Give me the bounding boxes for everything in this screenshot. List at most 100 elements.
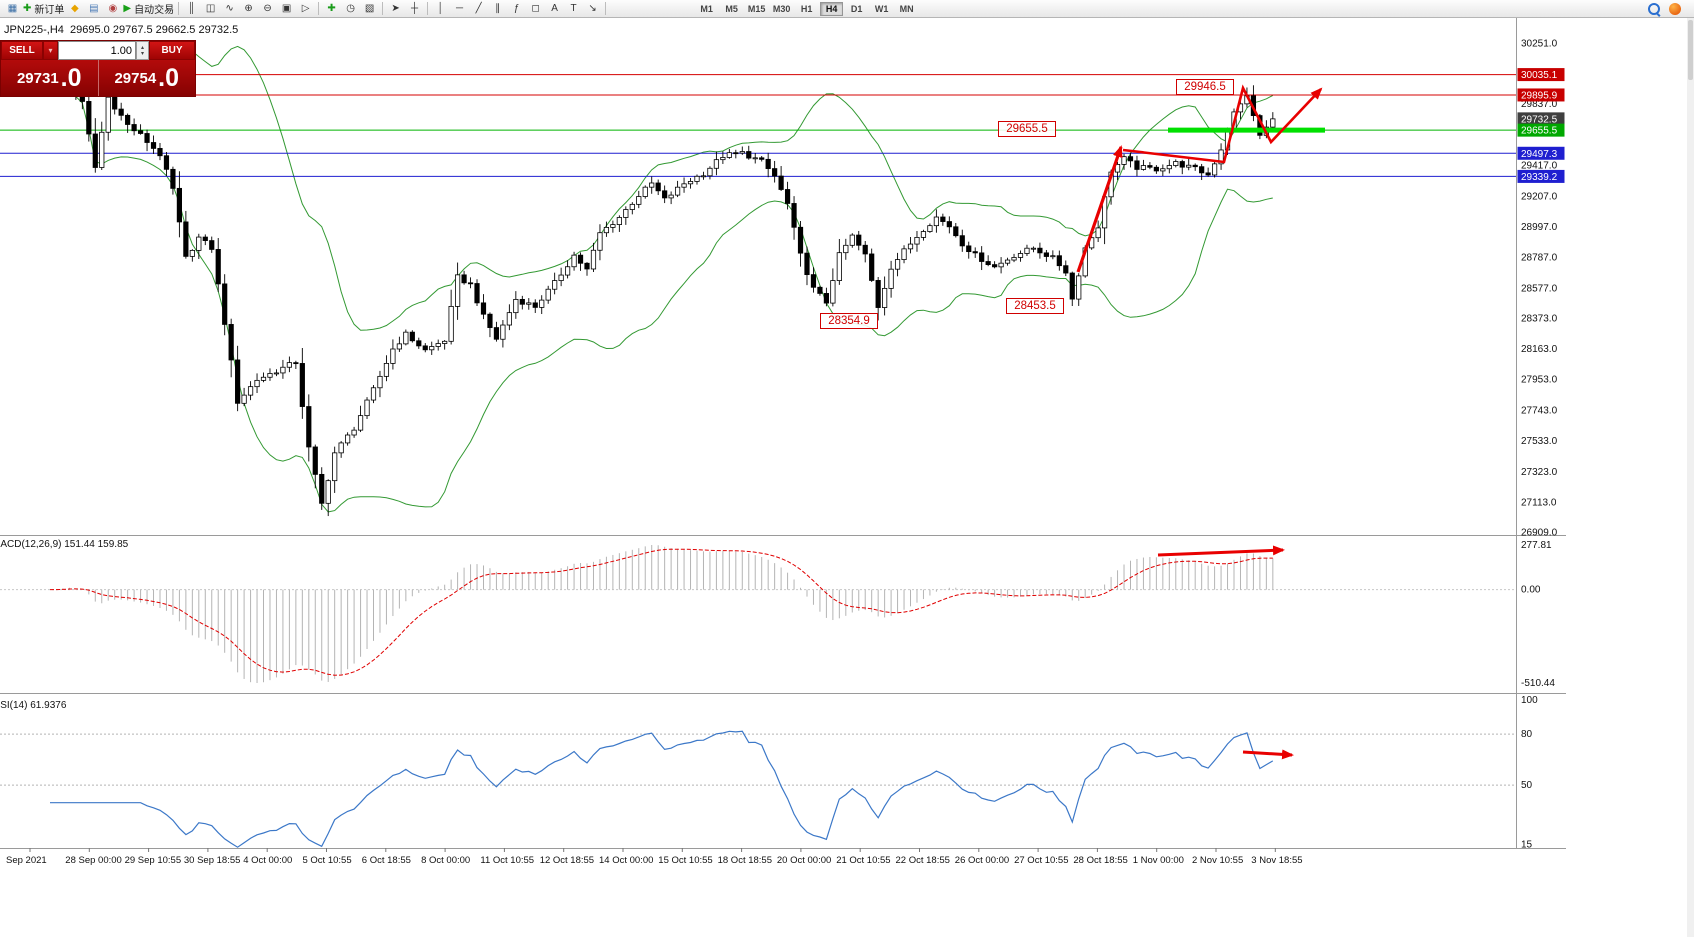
timeframe-group: M1 M5 M15 M30 H1 H4 D1 W1 MN xyxy=(694,1,919,16)
terminal-button[interactable]: ◉ xyxy=(108,3,118,14)
tile-windows-button[interactable]: ▣ xyxy=(281,3,292,14)
timeframe-m30-button[interactable]: M30 xyxy=(772,3,791,14)
toolbar-left-group: ▦ ✚ 新订单 ◆ ▤ ◉ ▶ 自动交易 ║ ◫ ∿ ⊕ ⊖ ▣ ▷ ✚ ◷ ▧ ➤ ┼ │ ─ ╱ ∥ ƒ ◻ A T ↘ xyxy=(3,1,609,16)
scrollbar-thumb[interactable] xyxy=(1688,20,1693,80)
chart-shift-button[interactable]: ▷ xyxy=(301,3,310,14)
timeframe-m5-button[interactable]: M5 xyxy=(725,3,738,14)
svg-text:27323.0: 27323.0 xyxy=(1521,467,1558,478)
periods-button[interactable]: ◷ xyxy=(346,3,355,14)
buy-price[interactable]: 29754 .0 xyxy=(97,60,195,96)
volume-spinner[interactable]: ▴ ▾ xyxy=(136,41,149,60)
shapes-button[interactable]: ◻ xyxy=(531,3,540,14)
trendline-button[interactable]: ╱ xyxy=(475,3,482,14)
svg-text:4 Oct 00:00: 4 Oct 00:00 xyxy=(243,855,292,866)
trade-panel-price-row: 29731 .0 29754 .0 xyxy=(1,60,195,96)
svg-text:28577.0: 28577.0 xyxy=(1521,283,1558,294)
svg-text:29732.5: 29732.5 xyxy=(1521,114,1558,125)
zoom-in-button[interactable]: ⊕ xyxy=(244,3,253,14)
notification-icon[interactable] xyxy=(1669,2,1681,15)
svg-text:26 Oct 00:00: 26 Oct 00:00 xyxy=(955,855,1009,866)
svg-text:28 Oct 18:55: 28 Oct 18:55 xyxy=(1073,855,1127,866)
spinner-up-icon[interactable]: ▴ xyxy=(140,44,144,51)
fibonacci-button[interactable]: ƒ xyxy=(513,3,520,14)
horizontal-line-button[interactable]: ─ xyxy=(456,3,464,14)
svg-text:29 Sep 10:55: 29 Sep 10:55 xyxy=(125,855,182,866)
rsi-line xyxy=(50,730,1274,848)
volume-dropdown-arrow-icon[interactable]: ▾ xyxy=(43,41,58,60)
line-chart-type-button[interactable]: ∿ xyxy=(225,3,234,14)
buy-price-main: 29754 xyxy=(114,69,157,87)
price-annotation[interactable]: 28453.5 xyxy=(1006,298,1064,314)
svg-text:3 Nov 18:55: 3 Nov 18:55 xyxy=(1251,855,1302,866)
svg-text:21 Oct 10:55: 21 Oct 10:55 xyxy=(836,855,890,866)
chart-ohlc-header: JPN225-,H4 29695.0 29767.5 29662.5 29732… xyxy=(4,24,239,36)
macd-histogram xyxy=(55,545,1274,683)
timeframe-m1-button[interactable]: M1 xyxy=(700,3,713,14)
arrow-tools-button[interactable]: ↘ xyxy=(588,3,597,14)
autotrading-button[interactable]: ▶ 自动交易 xyxy=(123,3,175,16)
price-annotation[interactable]: 28354.9 xyxy=(820,313,878,329)
svg-text:2 Nov 10:55: 2 Nov 10:55 xyxy=(1192,855,1243,866)
price-annotation[interactable]: 29946.5 xyxy=(1176,79,1234,95)
svg-text:27743.0: 27743.0 xyxy=(1521,405,1558,416)
sell-price[interactable]: 29731 .0 xyxy=(1,60,98,96)
vertical-line-button[interactable]: │ xyxy=(437,3,444,14)
svg-text:28 Sep 00:00: 28 Sep 00:00 xyxy=(65,855,122,866)
text-button[interactable]: A xyxy=(551,3,558,14)
timeframe-w1-button[interactable]: W1 xyxy=(874,3,889,14)
spinner-down-icon[interactable]: ▾ xyxy=(140,50,144,57)
new-chart-button[interactable]: ▦ xyxy=(7,3,18,14)
vertical-scrollbar[interactable] xyxy=(1687,18,1694,937)
buy-price-big-digits: .0 xyxy=(158,63,180,92)
svg-text:29837.0: 29837.0 xyxy=(1521,99,1558,110)
svg-text:80: 80 xyxy=(1521,729,1533,740)
svg-text:18 Oct 18:55: 18 Oct 18:55 xyxy=(718,855,772,866)
svg-text:22 Oct 18:55: 22 Oct 18:55 xyxy=(896,855,950,866)
zoom-out-button[interactable]: ⊖ xyxy=(263,3,272,14)
one-click-trading-panel: SELL ▾ ▴ ▾ BUY 29731 .0 29754 .0 xyxy=(0,40,196,97)
macd-signal-line xyxy=(50,548,1273,676)
svg-text:5 Oct 10:55: 5 Oct 10:55 xyxy=(303,855,352,866)
indicators-button[interactable]: ✚ xyxy=(327,3,336,14)
templates-button[interactable]: ▧ xyxy=(364,3,375,14)
svg-text:8 Oct 00:00: 8 Oct 00:00 xyxy=(421,855,470,866)
svg-text:27533.0: 27533.0 xyxy=(1521,436,1558,447)
svg-text:12 Oct 18:55: 12 Oct 18:55 xyxy=(540,855,594,866)
svg-text:1 Nov 00:00: 1 Nov 00:00 xyxy=(1133,855,1184,866)
rsi-indicator-label: RSI(14) 61.9376 xyxy=(0,700,67,711)
svg-text:28373.0: 28373.0 xyxy=(1521,313,1558,324)
channel-button[interactable]: ∥ xyxy=(495,3,501,14)
svg-text:29417.0: 29417.0 xyxy=(1521,161,1558,172)
horizontal-lines xyxy=(0,74,1516,177)
chart-canvas[interactable]: 30251.0 29837.0 29417.0 29207.0 28997.0 28787… xyxy=(0,18,1688,937)
timeframe-mn-button[interactable]: MN xyxy=(899,3,914,14)
volume-input[interactable] xyxy=(58,41,136,60)
sell-button[interactable]: SELL xyxy=(1,41,43,60)
svg-text:29655.5: 29655.5 xyxy=(1521,126,1558,137)
timeframe-h1-button[interactable]: H1 xyxy=(800,3,813,14)
timeframe-m15-button[interactable]: M15 xyxy=(747,3,766,14)
text-label-button[interactable]: T xyxy=(570,3,577,14)
buy-button[interactable]: BUY xyxy=(149,41,195,60)
toolbar-separator xyxy=(427,2,429,15)
bar-chart-type-button[interactable]: ║ xyxy=(188,3,196,14)
svg-text:30 Sep 18:55: 30 Sep 18:55 xyxy=(184,855,241,866)
cursor-button[interactable]: ➤ xyxy=(391,3,400,14)
market-watch-button[interactable]: ▤ xyxy=(89,3,99,14)
search-icon[interactable] xyxy=(1647,2,1661,16)
candlestick-chart-type-button[interactable]: ◫ xyxy=(205,3,216,14)
bollinger-bands xyxy=(49,45,1274,513)
timeframe-d1-button[interactable]: D1 xyxy=(850,3,863,14)
svg-text:27113.0: 27113.0 xyxy=(1521,498,1557,509)
svg-text:15 Oct 10:55: 15 Oct 10:55 xyxy=(658,855,712,866)
sell-price-big-digits: .0 xyxy=(60,63,82,92)
macd-indicator-label: MACD(12,26,9) 151.44 159.85 xyxy=(0,539,129,550)
metaeditor-button[interactable]: ◆ xyxy=(71,3,79,14)
svg-text:11 Oct 10:55: 11 Oct 10:55 xyxy=(480,855,534,866)
crosshair-button[interactable]: ┼ xyxy=(411,3,419,14)
svg-text:6 Oct 18:55: 6 Oct 18:55 xyxy=(362,855,411,866)
toolbar-right-group xyxy=(1647,2,1691,16)
price-annotation[interactable]: 29655.5 xyxy=(998,121,1056,137)
timeframe-h4-button[interactable]: H4 xyxy=(820,1,844,16)
new-order-button[interactable]: ✚ 新订单 xyxy=(23,3,65,16)
